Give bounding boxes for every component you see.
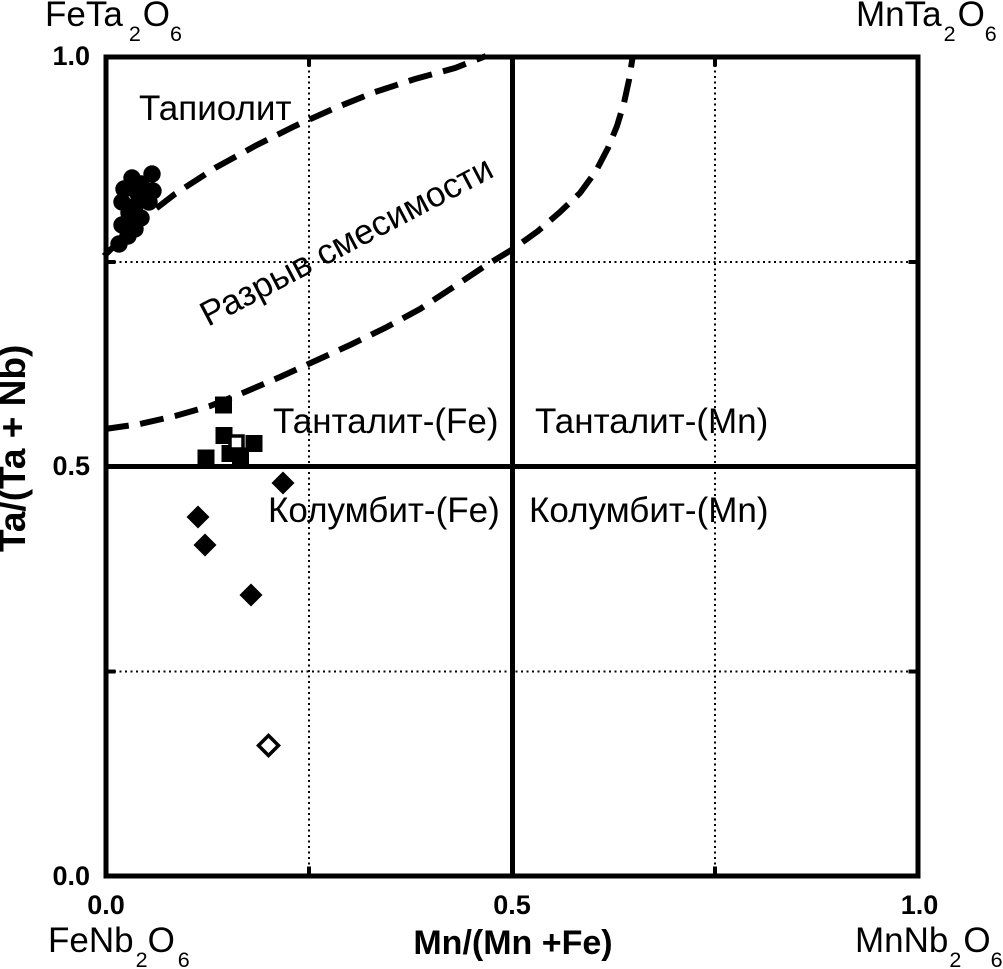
svg-text:0.0: 0.0 [87,890,125,920]
svg-text:Mn/(Mn +Fe): Mn/(Mn +Fe) [413,924,612,962]
svg-text:Танталит-(Mn): Танталит-(Mn) [535,402,768,441]
svg-text:0.0: 0.0 [52,861,90,891]
svg-text:Колумбит-(Fe): Колумбит-(Fe) [268,491,500,530]
svg-text:1.0: 1.0 [52,41,90,71]
svg-text:Ta/(Ta + Nb): Ta/(Ta + Nb) [0,345,33,552]
svg-text:0.5: 0.5 [52,451,90,481]
svg-text:Танталит-(Fe): Танталит-(Fe) [273,402,499,441]
svg-text:1.0: 1.0 [901,890,939,920]
svg-text:0.5: 0.5 [493,890,531,920]
svg-text:Тапиолит: Тапиолит [139,89,291,128]
svg-text:Колумбит-(Mn): Колумбит-(Mn) [529,491,769,530]
